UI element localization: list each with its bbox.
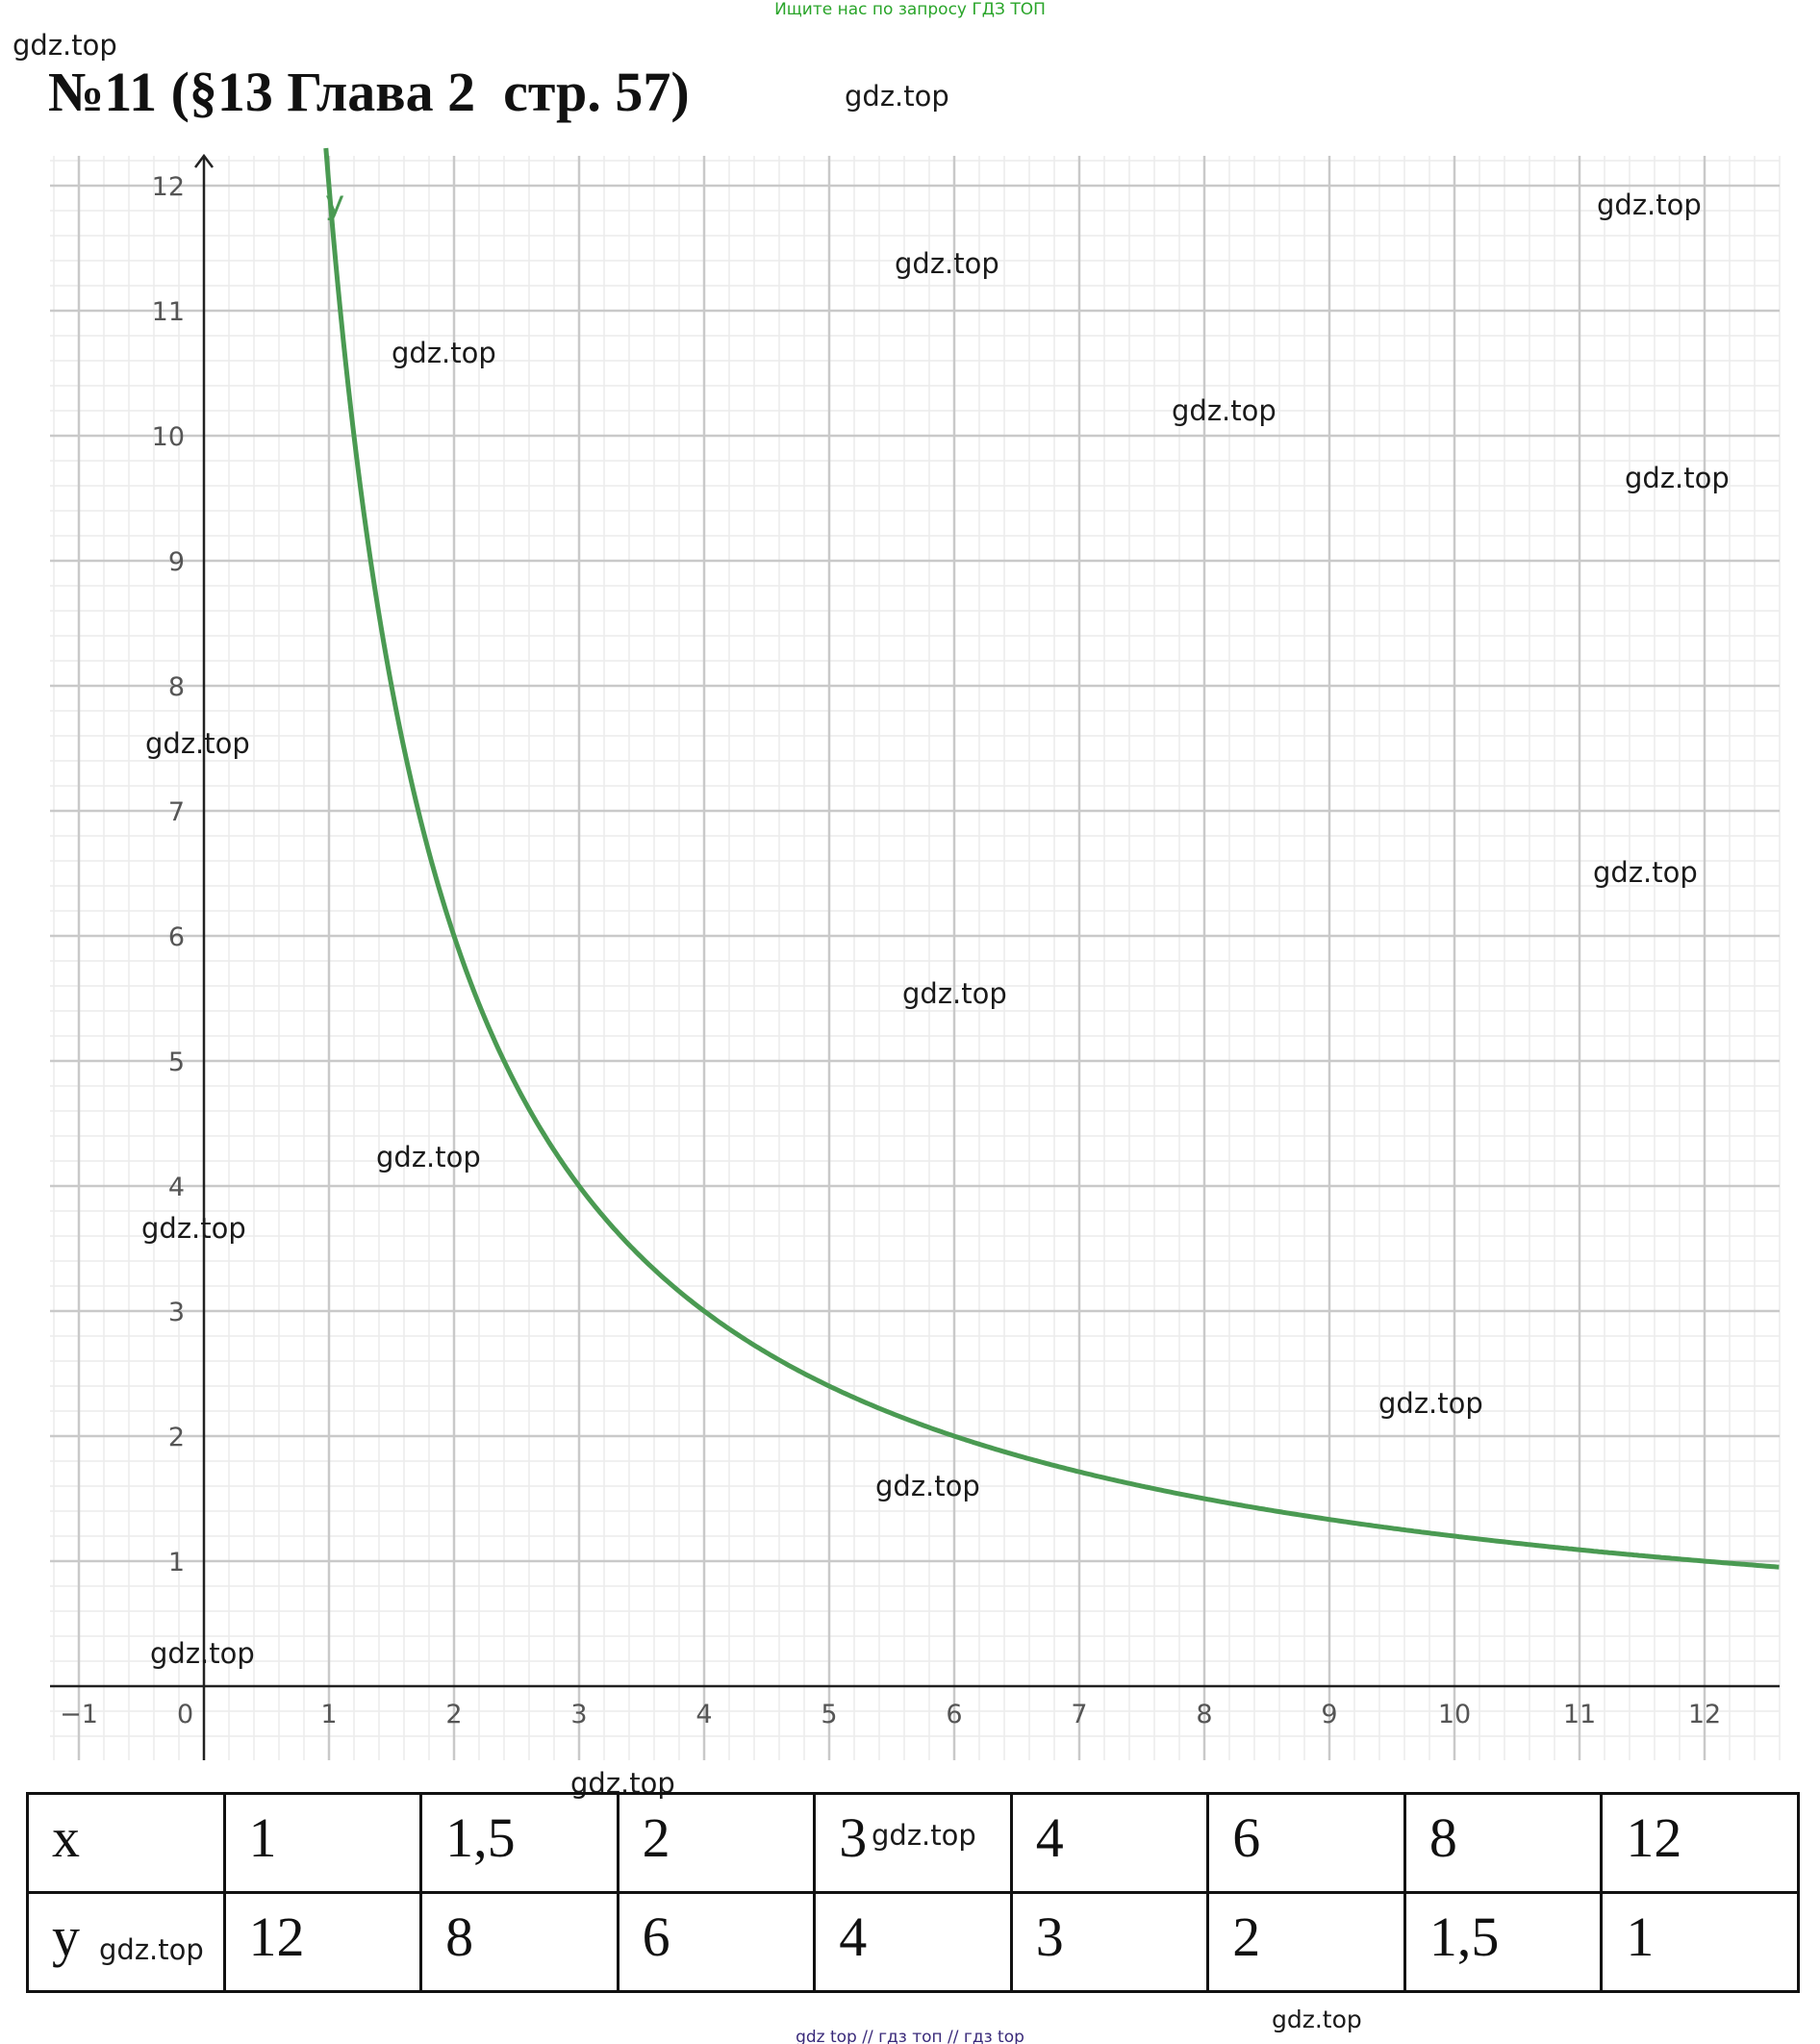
- table-cell: 1,5: [419, 1792, 619, 1894]
- table-cell: 6: [616, 1891, 817, 1993]
- y-tick-label: 6: [168, 922, 185, 952]
- table-cell: 6: [1206, 1792, 1406, 1894]
- table-cell: 8: [419, 1891, 619, 1993]
- x-tick-label: 6: [946, 1700, 962, 1729]
- x-tick-label: 3: [570, 1700, 587, 1729]
- watermark: gdz.top: [1625, 462, 1730, 494]
- table-cell: 3: [813, 1792, 1013, 1894]
- y-tick-label: 1: [168, 1548, 185, 1577]
- watermark: gdz.top: [895, 247, 999, 280]
- table-cell: 8: [1403, 1792, 1604, 1894]
- table-cell: 1: [222, 1792, 423, 1894]
- table-row-label: x: [26, 1792, 226, 1894]
- watermark: gdz.top: [902, 977, 1007, 1010]
- footer-links: gdz top // гдз топ // гдз top: [796, 2028, 1024, 2044]
- x-tick-label: 1: [320, 1700, 337, 1729]
- x-tick-label: −1: [60, 1700, 98, 1729]
- table-cell: 2: [616, 1792, 817, 1894]
- y-tick-label: 4: [168, 1173, 185, 1202]
- x-tick-label: 9: [1321, 1700, 1337, 1729]
- y-tick-label: 11: [152, 297, 185, 327]
- watermark: gdz.top: [141, 1212, 246, 1245]
- x-tick-label: 7: [1071, 1700, 1087, 1729]
- watermark: gdz.top: [1172, 394, 1277, 427]
- y-tick-label: 2: [168, 1423, 185, 1452]
- table-cell: 1,5: [1403, 1891, 1604, 1993]
- table-cell: 4: [1009, 1792, 1210, 1894]
- page-title: №11 (§13 Глава 2 стр. 57): [48, 61, 690, 123]
- series-line-y: [323, 147, 1780, 1570]
- x-tick-label: 12: [1688, 1700, 1721, 1729]
- watermark: gdz.top: [376, 1141, 481, 1173]
- major-grid: [50, 156, 1780, 1760]
- table-cell: 1: [1600, 1891, 1800, 1993]
- watermark: gdz.top: [845, 80, 949, 113]
- x-tick-label: 11: [1563, 1700, 1596, 1729]
- x-tick-label: 0: [177, 1700, 193, 1729]
- table-cell: 2: [1206, 1891, 1406, 1993]
- watermark: gdz.top: [1272, 2006, 1362, 2033]
- table-cell: 12: [222, 1891, 423, 1993]
- watermark: gdz.top: [1593, 856, 1698, 889]
- y-tick-label: 3: [168, 1298, 185, 1327]
- table-cell: 3: [1009, 1891, 1210, 1993]
- watermark: gdz.top: [392, 337, 496, 369]
- x-tick-label: 8: [1196, 1700, 1212, 1729]
- x-tick-label: 5: [821, 1700, 837, 1729]
- watermark: gdz.top: [1378, 1387, 1483, 1420]
- table-row-x: x 1 1,5 2 3 4 6 8 12: [26, 1792, 1800, 1894]
- x-tick-label: 2: [445, 1700, 462, 1729]
- table-cell: 4: [813, 1891, 1013, 1993]
- x-tick-label: 4: [695, 1700, 712, 1729]
- search-notice: Ищите нас по запросу ГДЗ ТОП: [774, 0, 1046, 19]
- watermark: gdz.top: [1597, 189, 1702, 221]
- axes: [50, 153, 1780, 1760]
- minor-grid: [50, 156, 1781, 1760]
- watermark: gdz.top: [13, 29, 117, 62]
- y-tick-label: 5: [168, 1047, 185, 1077]
- y-axis-arrow: [194, 153, 214, 168]
- table-row-label: y: [26, 1891, 226, 1993]
- table-row-y: y 12 8 6 4 3 2 1,5 1: [26, 1891, 1800, 1993]
- table-cell: 12: [1600, 1792, 1800, 1894]
- series-label-y: y: [325, 184, 344, 222]
- watermark: gdz.top: [150, 1637, 255, 1670]
- values-table: x 1 1,5 2 3 4 6 8 12 y 12 8 6 4 3 2 1,5 …: [26, 1792, 1800, 1993]
- y-tick-label: 8: [168, 672, 185, 702]
- watermark: gdz.top: [875, 1470, 980, 1502]
- y-tick-label: 10: [152, 422, 185, 452]
- x-tick-label: 10: [1438, 1700, 1471, 1729]
- y-tick-label: 9: [168, 547, 185, 577]
- y-tick-label: 12: [152, 172, 185, 202]
- watermark: gdz.top: [145, 727, 250, 760]
- y-tick-label: 7: [168, 797, 185, 827]
